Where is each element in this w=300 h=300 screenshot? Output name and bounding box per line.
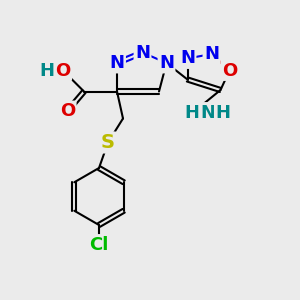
- Text: N: N: [180, 50, 195, 68]
- Text: N: N: [110, 54, 124, 72]
- Text: H: H: [215, 103, 230, 122]
- Text: N: N: [135, 44, 150, 62]
- Text: N: N: [204, 45, 219, 63]
- Text: H: H: [184, 103, 200, 122]
- Text: Cl: Cl: [89, 236, 109, 253]
- Text: N: N: [159, 54, 174, 72]
- Text: O: O: [60, 102, 75, 120]
- Text: O: O: [56, 61, 70, 80]
- Text: N: N: [200, 103, 215, 122]
- Text: S: S: [101, 133, 115, 152]
- Text: H: H: [39, 61, 54, 80]
- Text: O: O: [222, 61, 237, 80]
